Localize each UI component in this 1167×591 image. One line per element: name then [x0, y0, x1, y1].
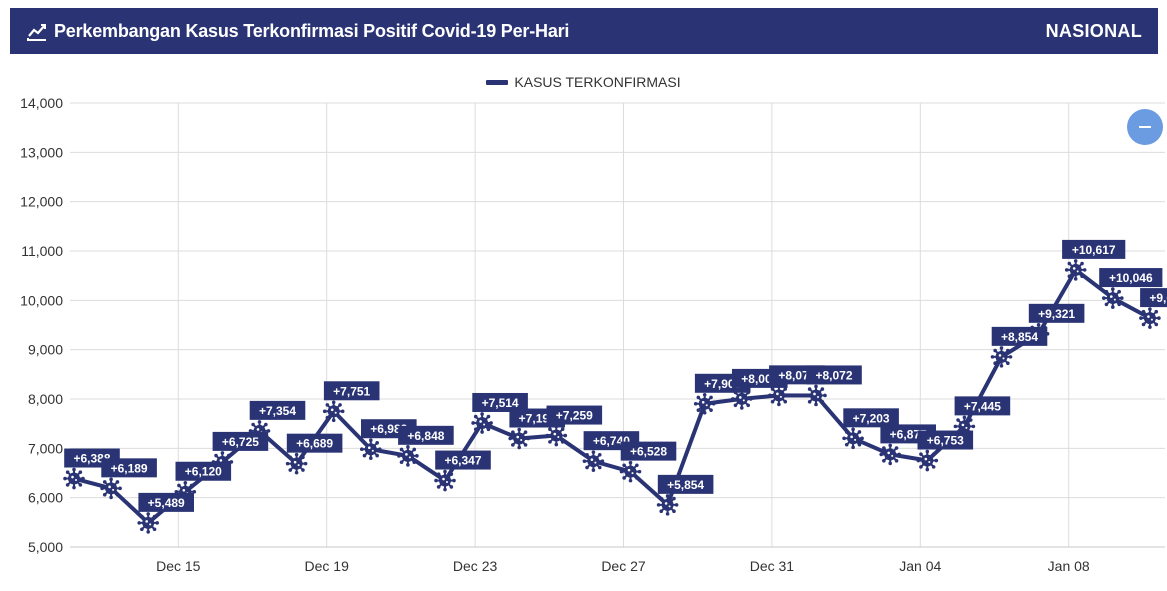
data-point-marker — [63, 467, 85, 490]
data-point-marker — [1139, 307, 1161, 329]
data-point-marker — [842, 427, 864, 450]
data-label: +6,189 — [101, 458, 157, 478]
data-point-marker — [137, 512, 159, 534]
data-label: +5,854 — [657, 474, 714, 494]
data-label: +6,753 — [917, 430, 974, 450]
data-point-marker — [619, 460, 642, 483]
data-point-marker — [916, 449, 939, 472]
header-left: Perkembangan Kasus Terkonfirmasi Positif… — [26, 20, 569, 42]
y-tick-label: 5,000 — [28, 539, 63, 555]
data-label: +7,354 — [249, 400, 306, 420]
data-point-marker — [693, 392, 716, 415]
y-tick-label: 11,000 — [21, 243, 63, 259]
data-point-marker — [768, 384, 790, 407]
data-label: +6,689 — [286, 433, 343, 453]
y-tick-label: 14,000 — [20, 95, 63, 111]
data-label-text: +9,640 — [1149, 291, 1167, 305]
x-tick-label: Dec 19 — [305, 558, 350, 574]
data-label: +8,854 — [991, 326, 1048, 346]
data-point-marker — [656, 494, 679, 516]
data-label: +8,072 — [806, 365, 862, 385]
legend-label: KASUS TERKONFIRMASI — [514, 74, 681, 90]
data-label: +10,046 — [1099, 268, 1163, 288]
data-label-text: +6,848 — [407, 429, 444, 443]
data-label-text: +10,046 — [1109, 271, 1153, 285]
y-tick-label: 8,000 — [28, 391, 63, 407]
data-label-text: +10,617 — [1072, 243, 1116, 257]
data-label-text: +6,347 — [444, 454, 481, 468]
data-point-marker — [508, 427, 530, 450]
data-label-text: +6,120 — [185, 465, 222, 479]
zoom-out-button[interactable] — [1127, 109, 1163, 145]
legend-swatch — [486, 79, 509, 85]
y-tick-label: 13,000 — [20, 144, 63, 160]
data-label: +6,725 — [212, 431, 269, 451]
data-label: +9,640 — [1140, 288, 1167, 308]
x-tick-label: Dec 27 — [601, 558, 646, 574]
data-point-marker — [1102, 287, 1124, 309]
data-label-text: +8,072 — [815, 368, 852, 382]
data-point-marker — [397, 445, 419, 467]
data-label-text: +7,514 — [482, 396, 519, 410]
data-point-marker — [1064, 259, 1087, 281]
data-point-marker — [879, 443, 901, 466]
y-tick-label: 10,000 — [20, 292, 63, 308]
data-label-text: +7,445 — [964, 399, 1001, 413]
data-point-marker — [434, 469, 456, 492]
x-tick-label: Jan 04 — [899, 558, 941, 574]
data-label-text: +9,321 — [1038, 307, 1075, 321]
x-tick-label: Dec 23 — [453, 558, 498, 574]
data-point-marker — [805, 384, 827, 407]
data-label-text: +6,189 — [111, 461, 148, 475]
chart-title: Perkembangan Kasus Terkonfirmasi Positif… — [54, 20, 570, 41]
data-point-marker — [990, 346, 1013, 368]
x-tick-label: Jan 08 — [1048, 558, 1090, 574]
data-point-marker — [471, 412, 493, 434]
data-label: +7,514 — [472, 392, 528, 412]
data-label: +9,321 — [1028, 303, 1085, 323]
data-label-text: +6,689 — [296, 437, 333, 451]
data-label-text: +6,753 — [927, 434, 964, 448]
y-tick-label: 7,000 — [28, 440, 63, 456]
data-label: +6,848 — [398, 425, 454, 445]
data-point-marker — [285, 452, 308, 475]
y-tick-label: 6,000 — [28, 490, 63, 506]
chart-header: Perkembangan Kasus Terkonfirmasi Positif… — [10, 8, 1158, 54]
data-label: +6,528 — [620, 441, 677, 461]
y-tick-label: 9,000 — [28, 342, 63, 358]
data-label: +6,120 — [175, 461, 232, 481]
data-label: +7,445 — [954, 396, 1011, 416]
data-point-marker — [545, 424, 568, 447]
data-point-marker — [100, 477, 122, 500]
data-label-text: +8,854 — [1001, 330, 1038, 344]
data-label-text: +5,489 — [148, 496, 185, 510]
data-point-marker — [322, 400, 345, 423]
minus-icon — [1139, 126, 1151, 128]
data-label-text: +6,528 — [630, 445, 667, 459]
scope-label: NASIONAL — [1045, 20, 1142, 41]
data-label: +6,347 — [435, 450, 491, 470]
data-label: +7,259 — [546, 405, 603, 425]
x-tick-label: Dec 31 — [750, 558, 795, 574]
y-tick-label: 12,000 — [20, 194, 63, 210]
data-label: +10,617 — [1062, 239, 1126, 259]
data-label-text: +7,259 — [556, 409, 593, 423]
data-label: +5,489 — [138, 492, 194, 512]
data-point-marker — [582, 450, 605, 472]
data-label-text: +7,203 — [853, 411, 890, 425]
chart-legend[interactable]: KASUS TERKONFIRMASI — [0, 74, 1167, 90]
data-label-text: +5,854 — [667, 478, 704, 492]
data-label-text: +7,751 — [333, 384, 370, 398]
data-label: +7,203 — [843, 408, 899, 428]
data-label-text: +6,725 — [222, 435, 259, 449]
data-point-marker — [360, 438, 382, 461]
data-label: +7,751 — [323, 381, 380, 401]
x-tick-label: Dec 15 — [156, 558, 201, 574]
data-label-text: +7,354 — [259, 404, 296, 418]
trend-line-icon — [26, 20, 48, 42]
